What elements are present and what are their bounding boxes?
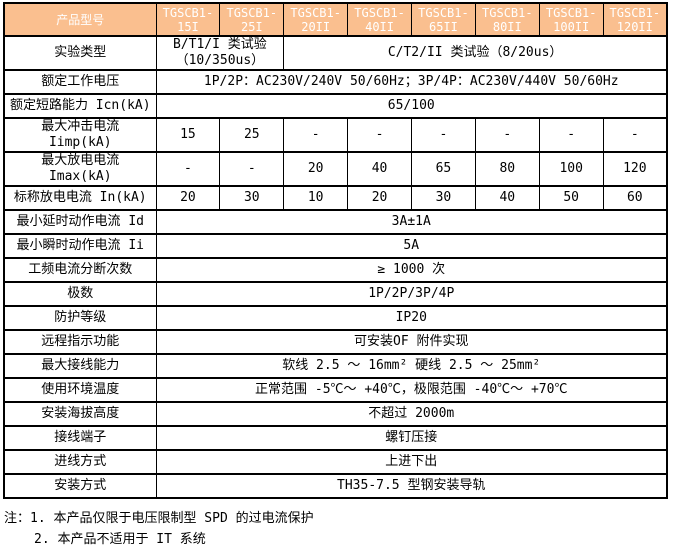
row-protection-rating: 防护等级 IP20 [3,305,668,331]
value-cell: - [602,117,668,153]
value-cell: 60 [602,185,668,211]
cell-value: 上进下出 [155,449,668,475]
row-label: 使用环境温度 [3,377,157,403]
row-label: 安装海拔高度 [3,401,157,427]
cell-value: 5A [155,233,668,259]
row-label: 防护等级 [3,305,157,331]
value-cell: 20 [155,185,221,211]
row-label: 最大冲击电流 Iimp(kA) [3,117,157,153]
value-cell: - [538,117,604,153]
row-min-delay-operating-current: 最小延时动作电流 Id 3A±1A [3,209,668,235]
cell-value: 螺钉压接 [155,425,668,451]
cell-value: TH35-7.5 型钢安装导轨 [155,473,668,499]
row-test-type: 实验类型 B/T1/I 类试验 （10/350us） C/T2/II 类试验（8… [3,35,668,71]
row-impulse-current: 最大冲击电流 Iimp(kA) 15 25 - - - - - - [3,117,668,153]
row-label: 最大放电电流 Imax(kA) [3,151,157,187]
value-cell: - [283,117,349,153]
header-model-80II: TGSCB1- 80II [474,2,540,37]
table-header-row: 产品型号 TGSCB1- 15I TGSCB1- 25I TGSCB1- 20I… [3,2,668,37]
value-cell: 20 [283,151,349,187]
value-cell: 80 [474,151,540,187]
value-cell: - [347,117,412,153]
header-model-100II: TGSCB1- 100II [538,2,604,37]
header-model-40II: TGSCB1- 40II [347,2,412,37]
row-label: 工频电流分断次数 [3,257,157,283]
row-label: 进线方式 [3,449,157,475]
footnote-line-2: 2. 本产品不适用于 IT 系统 [34,532,206,547]
row-ambient-temperature: 使用环境温度 正常范围 -5℃～ +40℃，极限范围 -40℃～ +70℃ [3,377,668,403]
value-cell: - [155,151,221,187]
row-label: 额定工作电压 [3,69,157,95]
cell-value: 1P/2P/3P/4P [155,281,668,307]
row-short-circuit-capacity: 额定短路能力 Icn(kA) 65/100 [3,93,668,119]
row-mounting-mode: 安装方式 TH35-7.5 型钢安装导轨 [3,473,668,499]
row-label: 极数 [3,281,157,307]
row-label: 实验类型 [3,35,157,71]
row-label: 最小延时动作电流 Id [3,209,157,235]
cell-value: ≥ 1000 次 [155,257,668,283]
value-cell: - [219,151,285,187]
value-cell: 25 [219,117,285,153]
row-installation-altitude: 安装海拔高度 不超过 2000m [3,401,668,427]
row-wire-entry-mode: 进线方式 上进下出 [3,449,668,475]
cell-value: 软线 2.5 ～ 16mm² 硬线 2.5 ～ 25mm² [155,353,668,379]
header-model-25I: TGSCB1- 25I [219,2,285,37]
row-remote-indication: 远程指示功能 可安装OF 附件实现 [3,329,668,355]
header-model-20II: TGSCB1- 20II [283,2,349,37]
row-poles: 极数 1P/2P/3P/4P [3,281,668,307]
cell-value: 3A±1A [155,209,668,235]
value-cell: 40 [347,151,412,187]
row-nominal-discharge-current: 标称放电电流 In(kA) 20 30 10 20 30 40 50 60 [3,185,668,211]
row-power-frequency-break-count: 工频电流分断次数 ≥ 1000 次 [3,257,668,283]
row-label: 接线端子 [3,425,157,451]
header-model-120II: TGSCB1- 120II [602,2,668,37]
footnotes: 注：1. 本产品仅限于电压限制型 SPD 的过电流保护 2. 本产品不适用于 I… [3,508,670,550]
cell-value: 1P/2P：AC230V/240V 50/60Hz；3P/4P：AC230V/4… [155,69,668,95]
header-model-15I: TGSCB1- 15I [155,2,221,37]
value-cell: 120 [602,151,668,187]
row-label: 最大接线能力 [3,353,157,379]
value-cell: 50 [538,185,604,211]
footnote-line-1: 注：1. 本产品仅限于电压限制型 SPD 的过电流保护 [4,511,314,526]
value-cell: 65 [411,151,476,187]
value-cell: 30 [411,185,476,211]
value-cell: 20 [347,185,412,211]
row-label: 安装方式 [3,473,157,499]
row-label: 标称放电电流 In(kA) [3,185,157,211]
row-rated-voltage: 额定工作电压 1P/2P：AC230V/240V 50/60Hz；3P/4P：A… [3,69,668,95]
row-label: 远程指示功能 [3,329,157,355]
value-cell: 15 [155,117,221,153]
value-cell: 100 [538,151,604,187]
row-terminal-type: 接线端子 螺钉压接 [3,425,668,451]
row-label: 额定短路能力 Icn(kA) [3,93,157,119]
value-cell: 10 [283,185,349,211]
value-cell: 30 [219,185,285,211]
value-cell: - [411,117,476,153]
cell-test-type-c: C/T2/II 类试验（8/20us） [283,35,668,71]
value-cell: - [474,117,540,153]
spec-sheet: 产品型号 TGSCB1- 15I TGSCB1- 25I TGSCB1- 20I… [3,2,670,550]
cell-value: 正常范围 -5℃～ +40℃，极限范围 -40℃～ +70℃ [155,377,668,403]
cell-value: 65/100 [155,93,668,119]
cell-value: IP20 [155,305,668,331]
cell-test-type-b: B/T1/I 类试验 （10/350us） [155,35,285,71]
row-min-instant-operating-current: 最小瞬时动作电流 Ii 5A [3,233,668,259]
header-product-model-label: 产品型号 [3,2,157,37]
value-cell: 40 [474,185,540,211]
row-max-wiring-capacity: 最大接线能力 软线 2.5 ～ 16mm² 硬线 2.5 ～ 25mm² [3,353,668,379]
cell-value: 不超过 2000m [155,401,668,427]
row-max-discharge-current: 最大放电电流 Imax(kA) - - 20 40 65 80 100 120 [3,151,668,187]
header-model-65II: TGSCB1- 65II [411,2,476,37]
cell-value: 可安装OF 附件实现 [155,329,668,355]
row-label: 最小瞬时动作电流 Ii [3,233,157,259]
spec-table: 产品型号 TGSCB1- 15I TGSCB1- 25I TGSCB1- 20I… [3,2,668,499]
